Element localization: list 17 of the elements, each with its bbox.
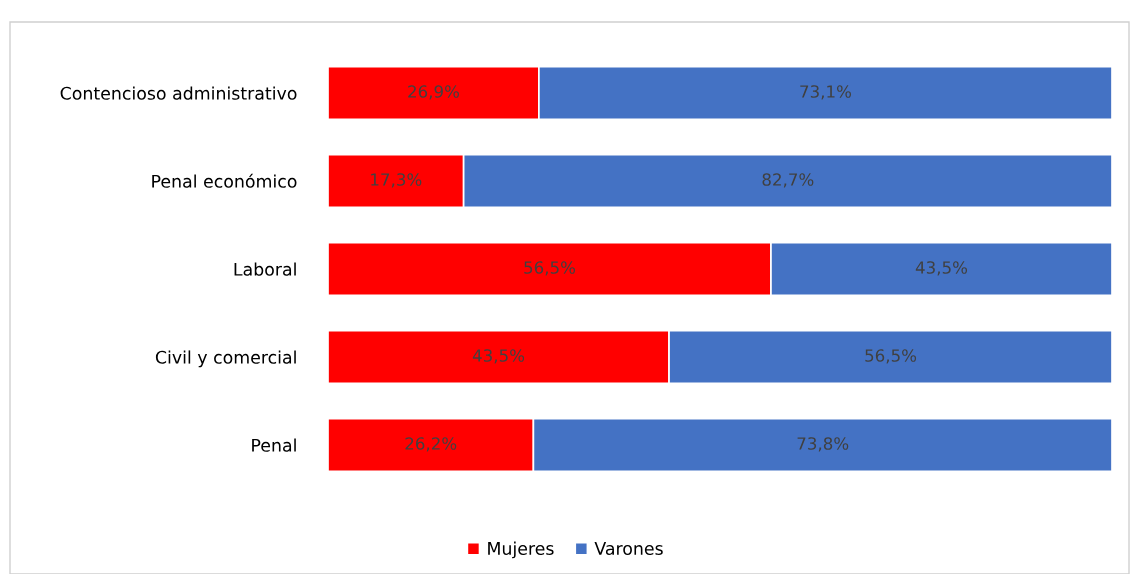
y-tick-label: Laboral: [234, 262, 296, 276]
y-tick-label: Civil y comercial: [155, 350, 296, 368]
y-tick-label: Penal económico: [152, 173, 297, 188]
data-label: 43,5%: [915, 261, 968, 276]
data-label: 82,7%: [762, 173, 814, 188]
legend-label: Mujeres: [488, 541, 554, 559]
y-tick-label: Contencioso administrativo: [60, 86, 297, 100]
data-label: 73,1%: [800, 85, 851, 100]
data-label: 26,2%: [405, 437, 457, 452]
legend-label: Varones: [594, 542, 663, 556]
data-label: 73,8%: [797, 437, 849, 452]
data-label: 43,5%: [472, 349, 525, 364]
data-label: 56,5%: [524, 261, 576, 276]
data-label: 26,9%: [408, 85, 459, 100]
data-label: 17,3%: [371, 173, 422, 188]
data-label: 56,5%: [865, 349, 917, 364]
y-tick-label: Penal: [252, 438, 296, 452]
